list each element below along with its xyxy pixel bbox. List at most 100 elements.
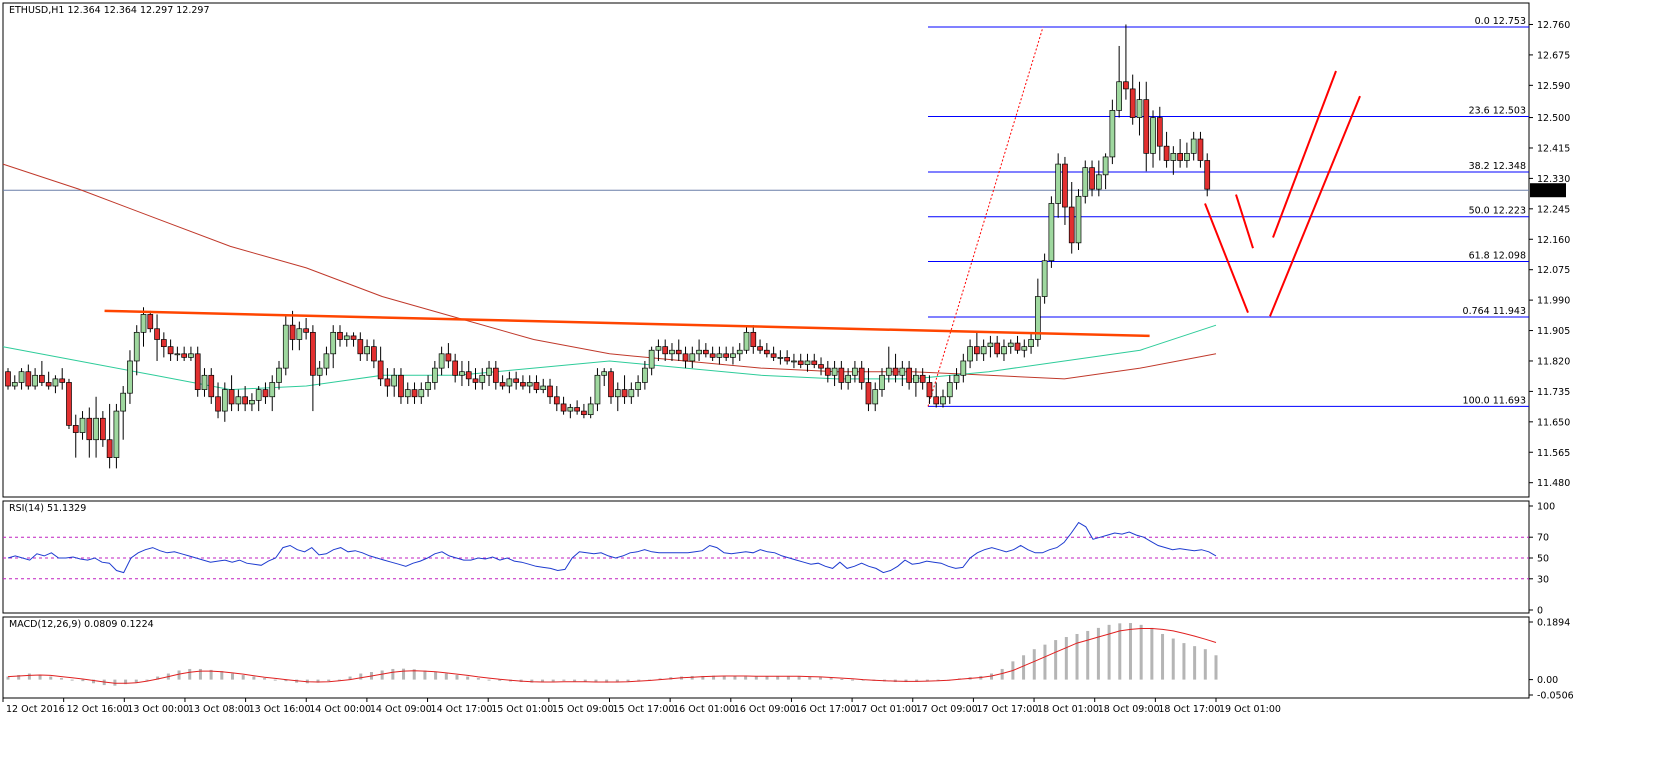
macd-title: MACD(12,26,9) 0.0809 0.1224 [9,619,154,630]
candle-down [106,439,113,458]
time-axis-label: 17 Oct 17:00 [976,704,1038,715]
candle-up [1021,346,1028,351]
macd-axis-label: 0.1894 [1537,618,1570,629]
macd-histogram-bar [455,675,459,680]
macd-histogram-bar [1107,624,1111,680]
candle-down [194,353,201,390]
candle-down [1156,117,1163,147]
candle-down [1204,160,1211,190]
candle-down [1177,152,1183,161]
candle-up [946,382,953,398]
chart-title: ETHUSD,H1 12.364 12.364 12.297 12.297 [9,5,210,16]
rsi-axis-label: 50 [1537,554,1549,565]
candle-up [1095,174,1102,190]
price-axis-tick-label: 12.075 [1537,265,1570,276]
macd-histogram-bar [263,678,267,680]
rsi-axis-label: 100 [1537,502,1555,513]
macd-histogram-bar [1022,655,1026,680]
macd-histogram-bar [273,679,277,681]
candle-up [391,374,398,387]
macd-histogram-bar [904,679,908,683]
macd-histogram-bar [829,678,833,680]
macd-histogram-bar [1139,624,1143,680]
projection-stroke [1204,203,1249,314]
candle-up [404,389,411,398]
price-axis-tick-label: 11.990 [1537,296,1570,307]
candle-up [1184,152,1190,161]
macd-histogram-bar [380,670,384,680]
price-axis-tick-label: 12.415 [1537,143,1570,154]
candle-up [635,382,641,390]
candle-up [1034,296,1041,340]
candle-down [215,396,221,412]
candle-up [52,378,59,387]
macd-histogram-bar [915,679,919,682]
candle-up [791,360,797,363]
time-axis-label: 14 Oct 09:00 [370,704,432,715]
candle-up [188,353,194,358]
macd-histogram-bar [573,679,577,682]
candle-down [465,371,472,380]
candle-down [492,367,499,383]
rsi-axis-label: 0 [1537,606,1543,617]
candle-down [350,335,357,340]
macd-histogram-bar [990,673,994,680]
price-axis-tick-label: 12.160 [1537,235,1570,246]
projection-stroke [1235,194,1254,249]
fib-level-label: 0.764 11.943 [1463,306,1526,317]
macd-histogram-bar [337,679,341,681]
candle-up [845,374,851,383]
macd-histogram-bar [241,675,245,680]
macd-histogram-bar [1150,627,1154,680]
macd-histogram-bar [476,678,480,680]
macd-histogram-bar [701,675,705,680]
price-axis-tick-label: 12.590 [1537,81,1570,92]
macd-histogram-bar [797,676,801,680]
candle-up [1170,152,1177,161]
macd-histogram-bar [744,676,748,680]
candle-down [357,339,364,355]
macd-axis-label: -0.0506 [1537,691,1574,702]
candle-up [730,353,736,358]
macd-histogram-bar [658,678,662,680]
candle-up [960,360,967,376]
candle-up [913,374,919,383]
macd-histogram-bar [402,668,406,680]
macd-histogram-bar [1203,649,1207,680]
candle-up [269,382,276,398]
candle-down [499,382,506,387]
macd-histogram-bar [765,676,769,680]
candle-up [127,360,133,394]
macd-histogram-bar [840,679,844,681]
candle-down [811,360,818,365]
candle-down [723,353,730,358]
macd-histogram-bar [1161,633,1165,680]
candle-up [431,367,438,383]
candle-down [757,346,763,351]
candle-up [940,396,946,405]
macd-histogram-bar [754,676,758,680]
fib-level-label: 0.0 12.753 [1475,16,1526,27]
candle-up [1102,156,1109,176]
macd-histogram-bar [348,676,352,680]
candle-down [533,382,540,390]
candle-down [45,382,52,387]
time-axis-label: 17 Oct 01:00 [855,704,917,715]
candle-up [316,367,323,376]
time-axis-label: 13 Oct 08:00 [188,704,250,715]
candle-up [777,357,784,359]
candle-up [879,374,885,390]
candle-down [5,371,11,387]
price-axis-tick-label: 11.905 [1537,326,1570,337]
rsi-title: RSI(14) 51.1329 [9,503,86,514]
time-axis-label: 13 Oct 16:00 [249,704,311,715]
macd-histogram-bar [818,677,822,680]
candle-down [66,382,72,426]
macd-histogram-bar [81,679,85,682]
macd-histogram-bar [412,669,416,680]
candle-down [621,389,628,398]
fib-level-label: 61.8 12.098 [1469,250,1526,261]
candle-up [526,382,533,387]
candle-up [276,367,282,383]
